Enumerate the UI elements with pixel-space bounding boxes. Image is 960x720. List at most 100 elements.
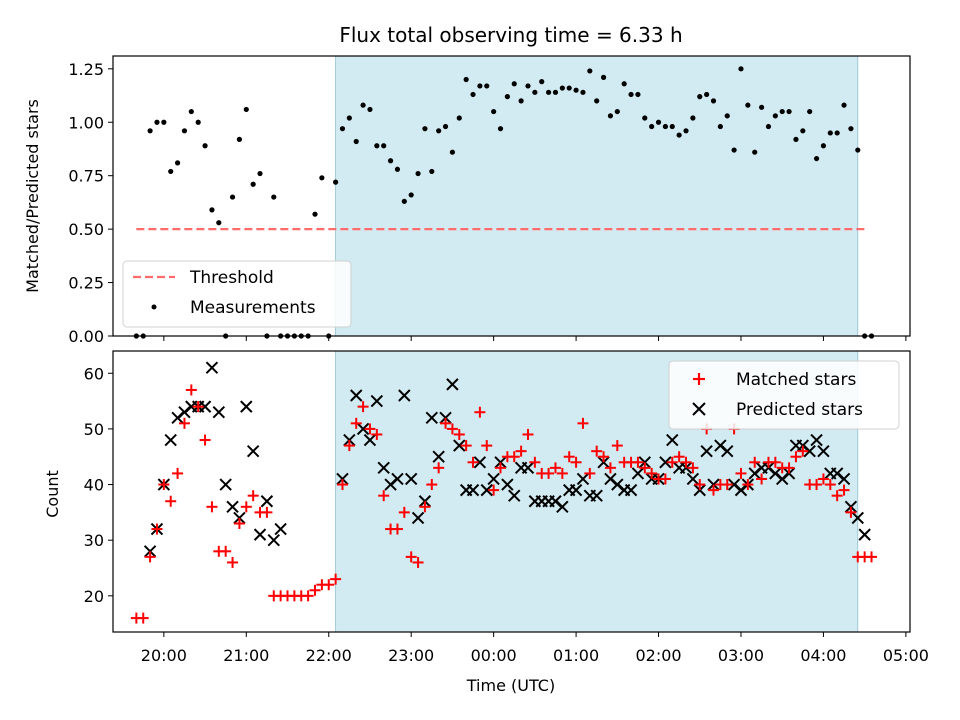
predicted-star-point	[246, 444, 260, 458]
measurement-point	[532, 89, 538, 95]
predicted-legend-label: Predicted stars	[736, 400, 863, 420]
matched-star-point	[824, 479, 836, 491]
bottom-y-tick-label: 50	[84, 420, 104, 439]
matched-star-point	[646, 467, 658, 479]
bottom-y-tick-label: 30	[84, 531, 104, 550]
predicted-star-point	[624, 483, 638, 497]
measurement-point	[621, 81, 627, 87]
matched-star-point	[632, 456, 644, 468]
matched-star-point	[364, 423, 376, 435]
measurement-point	[559, 85, 565, 91]
measurement-point	[271, 194, 277, 200]
x-tick-label: 23:00	[388, 646, 434, 665]
measurements-legend-swatch	[151, 304, 157, 310]
bottom-y-tick-label: 40	[84, 476, 104, 495]
measurement-point	[800, 128, 806, 134]
matched-star-point	[831, 490, 843, 502]
bottom-y-tick-label: 20	[84, 587, 104, 606]
top-y-tick-label: 0.50	[68, 220, 104, 239]
x-tick-label: 22:00	[306, 646, 352, 665]
matched-star-point	[790, 451, 802, 463]
measurement-point	[731, 147, 737, 153]
predicted-star-point	[425, 411, 439, 424]
measurement-point	[710, 98, 717, 104]
measurement-point	[676, 132, 682, 138]
matched-star-point	[522, 428, 534, 440]
matched-star-point	[549, 462, 561, 474]
predicted-star-point	[356, 422, 370, 436]
matched-star-point	[563, 451, 575, 463]
predicted-star-point	[370, 394, 384, 408]
measurement-point	[717, 123, 723, 130]
measurements-legend-label: Measurements	[190, 298, 316, 318]
matched-star-point	[151, 523, 163, 535]
x-tick-label: 04:00	[800, 646, 846, 665]
predicted-star-point	[240, 400, 253, 413]
measurement-point	[827, 130, 833, 136]
matched-star-point	[453, 428, 465, 440]
matched-star-point	[412, 556, 424, 568]
predicted-legend-swatch	[692, 402, 706, 416]
matched-star-point	[144, 551, 156, 563]
matched-star-point	[440, 417, 452, 429]
measurement-point	[470, 91, 476, 98]
matched-star-point	[735, 467, 747, 479]
measurement-point	[525, 83, 531, 89]
measurement-point	[587, 68, 593, 74]
measurement-point	[154, 119, 160, 125]
measurement-point	[484, 83, 490, 89]
measurement-point	[250, 181, 256, 187]
top-y-tick-label: 1.25	[68, 60, 104, 79]
matched-star-point	[488, 484, 500, 496]
matched-star-point	[570, 456, 582, 468]
matched-star-point	[446, 423, 458, 435]
bottom-axes-frame	[112, 350, 911, 633]
matched-star-point	[185, 384, 197, 396]
matched-star-point	[811, 479, 823, 491]
measurement-point	[195, 119, 201, 125]
measurement-point	[594, 98, 600, 104]
predicted-star-point	[700, 444, 713, 458]
predicted-star-point	[480, 483, 493, 497]
predicted-star-point	[679, 461, 693, 475]
predicted-star-point	[693, 483, 706, 497]
predicted-star-point	[336, 472, 349, 486]
matched-star-point	[165, 495, 177, 507]
predicted-star-point	[411, 511, 425, 525]
x-tick-label: 01:00	[553, 646, 599, 665]
measurement-point	[580, 89, 586, 95]
predicted-star-point	[260, 495, 274, 508]
predicted-star-point	[233, 511, 246, 525]
predicted-star-point	[782, 467, 796, 480]
bottom-legend-box	[668, 360, 900, 430]
measurement-point	[333, 179, 339, 185]
matched-star-point	[687, 462, 699, 474]
predicted-star-point	[398, 389, 411, 402]
matched-star-point	[556, 467, 568, 479]
matched-star-point	[467, 456, 479, 468]
measurement-point	[752, 149, 758, 155]
predicted-star-point	[501, 478, 514, 491]
matched-star-point	[508, 451, 520, 463]
predicted-star-point	[837, 472, 851, 486]
measurement-point	[491, 108, 497, 115]
matched-star-point	[591, 445, 603, 457]
predicted-star-point	[343, 433, 356, 447]
measurement-point	[518, 98, 524, 104]
predicted-star-point	[198, 400, 212, 413]
measurement-point	[662, 123, 669, 130]
predicted-star-point	[391, 472, 404, 486]
matched-legend-swatch	[693, 373, 705, 385]
x-tick-label: 00:00	[471, 646, 517, 665]
predicted-star-point	[439, 411, 452, 424]
count-panel: 20 30 40 50 60 20:00 21:00 22:00 23:00 00:00 01:00…	[84, 350, 929, 665]
measurement-point	[758, 104, 765, 110]
predicted-star-point	[418, 495, 432, 508]
predicted-star-point	[851, 511, 864, 525]
bottom-ticks: 20 30 40 50 60 20:00 21:00 22:00 23:00 00:00 01:00…	[84, 364, 929, 665]
measurement-point	[216, 220, 222, 226]
matched-star-point	[721, 479, 733, 491]
predicted-star-point	[446, 378, 459, 391]
predicted-star-point	[143, 545, 157, 558]
matched-star-point	[495, 462, 507, 474]
